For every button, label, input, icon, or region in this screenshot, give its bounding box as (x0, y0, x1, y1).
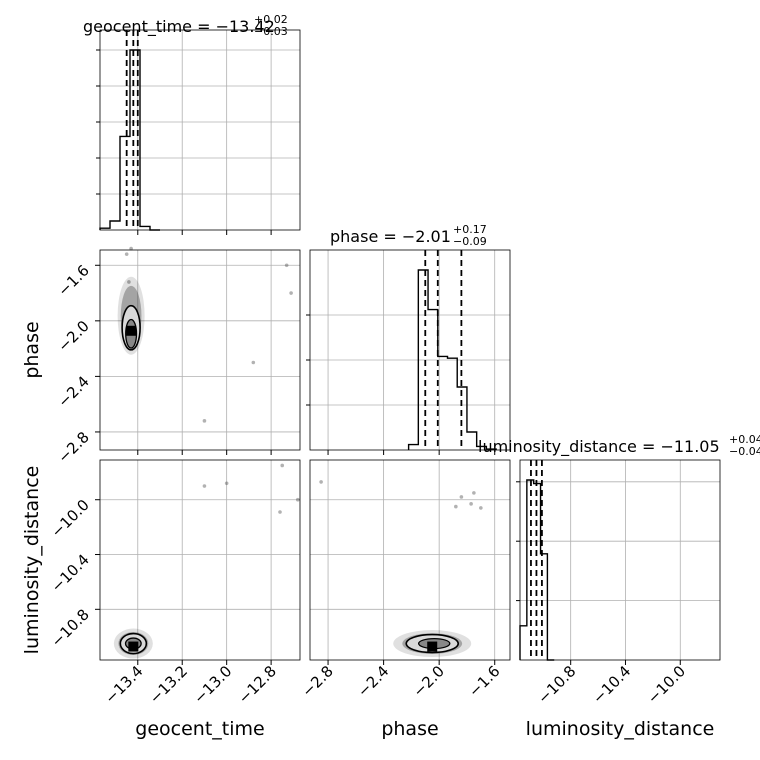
hist-panel-phase (306, 249, 511, 455)
title-phase-main: phase = −2.01 (330, 227, 451, 246)
xtick-label-geocent-time: −13.4 (101, 662, 146, 707)
panel-frame (99, 249, 301, 451)
title-geocent-time-main: geocent_time = −13.42 (83, 17, 275, 37)
ylabel-phase: phase (21, 321, 43, 378)
scatter-point (251, 360, 256, 365)
ytick-label-phase: −2.8 (54, 428, 92, 466)
scatter-point (284, 263, 289, 268)
hist-panel-luminosity-distance (516, 459, 721, 665)
density-peak (128, 641, 139, 652)
xtick-label-phase: −2.0 (410, 662, 448, 700)
density-peak (126, 325, 137, 336)
title-phase-plus: +0.17 (453, 223, 487, 236)
hist-step-geocent-time (99, 49, 160, 231)
title-geocent-time-minus: −0.03 (254, 25, 288, 38)
xtick-label-luminosity-distance: −10.4 (589, 662, 634, 707)
title-luminosity-distance-minus: −0.04 (729, 445, 760, 458)
contour-panel-geocent-time-luminosity-distance (95, 459, 301, 665)
contour-panel-phase-luminosity-distance (309, 459, 511, 665)
scatter-point (479, 506, 483, 510)
xlabel-geocent-time: geocent_time (135, 718, 264, 740)
corner-panels: −13.4 −13.2 −13.0 −12.8 −2.8 −2.4 −2.0 −1.6 −10.… (48, 29, 721, 707)
scatter-point (202, 484, 207, 488)
xtick-label-luminosity-distance: −10.0 (644, 662, 689, 707)
xtick-label-phase: −1.6 (465, 662, 503, 700)
scatter-point (459, 495, 464, 499)
ytick-label-luminosity-distance: −10.0 (48, 496, 93, 541)
panel-frame (519, 459, 721, 661)
xlabel-luminosity-distance: luminosity_distance (526, 718, 715, 740)
scatter-point (127, 280, 131, 284)
scatter-point (278, 510, 282, 514)
title-luminosity-distance-plus: +0.04 (729, 433, 760, 446)
ytick-label-phase: −1.6 (54, 261, 92, 299)
ytick-label-phase: −2.4 (54, 372, 92, 410)
scatter-point (202, 419, 207, 423)
scatter-point (280, 463, 285, 468)
xtick-label-geocent-time: −13.0 (190, 662, 235, 707)
scatter-point (224, 481, 229, 486)
title-geocent-time-plus: +0.02 (254, 13, 288, 26)
title-luminosity-distance: luminosity_distance = −11.05 +0.04 −0.04 (478, 433, 760, 458)
scatter-point (319, 480, 323, 484)
scatter-point (472, 491, 476, 495)
panel-frame (99, 29, 301, 231)
title-luminosity-distance-main: luminosity_distance = −11.05 (478, 437, 720, 457)
scatter-point (295, 497, 300, 502)
xtick-label-geocent-time: −13.2 (146, 662, 191, 707)
title-geocent-time: geocent_time = −13.42 +0.02 −0.03 (83, 13, 288, 38)
panel-frame (309, 459, 511, 661)
ytick-label-luminosity-distance: −10.4 (48, 551, 93, 596)
panel-frame (99, 459, 301, 661)
title-phase: phase = −2.01 +0.17 −0.09 (330, 223, 487, 248)
title-phase-minus: −0.09 (453, 235, 487, 248)
scatter-point (454, 504, 458, 509)
density-peak (427, 641, 438, 652)
xlabel-phase: phase (381, 718, 438, 740)
hist-step-phase (407, 269, 497, 450)
xtick-label-phase: −2.4 (354, 662, 392, 700)
xtick-label-luminosity-distance: −10.8 (534, 662, 579, 707)
panel-frame (309, 249, 511, 451)
scatter-point (289, 291, 293, 295)
contour-panel-geocent-time-phase (95, 246, 301, 455)
ytick-label-luminosity-distance: −10.8 (48, 605, 93, 650)
xtick-label-phase: −2.8 (298, 662, 336, 700)
scatter-point (469, 502, 473, 506)
ylabel-luminosity-distance: luminosity_distance (21, 466, 43, 655)
scatter-point (129, 246, 133, 251)
scatter-point (124, 252, 129, 256)
ytick-label-phase: −2.0 (54, 317, 92, 355)
hist-step-luminosity-distance (519, 479, 555, 661)
xtick-label-geocent-time: −12.8 (235, 662, 280, 707)
hist-panel-geocent-time (96, 29, 301, 235)
